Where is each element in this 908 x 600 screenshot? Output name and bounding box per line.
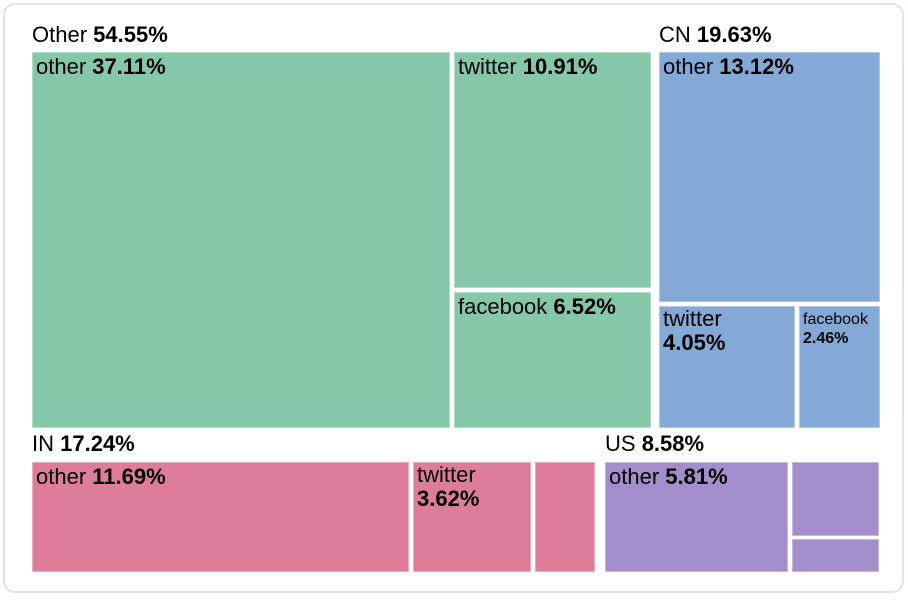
group-header-cn: CN 19.63% xyxy=(659,24,772,46)
group-header-us: US 8.58% xyxy=(605,433,704,455)
cell-pct: 3.62% xyxy=(417,486,480,511)
cell-label: other xyxy=(663,54,714,79)
group-name: Other xyxy=(32,22,88,47)
treemap-cell-cn-twitter[interactable]: twitter 4.05% xyxy=(659,306,795,428)
treemap-cell-other-other[interactable]: other 37.11% xyxy=(32,52,450,428)
cell-label: other xyxy=(609,464,660,489)
treemap-cell-us-other[interactable]: other 5.81% xyxy=(605,462,788,572)
treemap-cell-in-twitter[interactable]: twitter 3.62% xyxy=(413,462,531,572)
group-name: IN xyxy=(32,431,54,456)
cell-pct: 5.81% xyxy=(665,464,728,489)
treemap-cell-cn-facebook[interactable]: facebook 2.46% xyxy=(799,306,880,428)
group-pct: 19.63% xyxy=(696,22,772,47)
cell-pct: 2.46% xyxy=(803,330,849,347)
cell-pct: 37.11% xyxy=(92,54,166,79)
treemap-cell-us-unlabeled-2[interactable] xyxy=(792,462,879,536)
cell-label: facebook xyxy=(803,311,868,328)
cell-label: facebook xyxy=(458,294,548,319)
group-header-in: IN 17.24% xyxy=(32,433,135,455)
group-pct: 8.58% xyxy=(641,431,705,456)
cell-pct: 4.05% xyxy=(663,330,726,355)
cell-pct: 10.91% xyxy=(522,54,598,79)
cell-label: other xyxy=(36,54,87,79)
group-pct: 17.24% xyxy=(60,431,135,456)
group-header-other: Other 54.55% xyxy=(32,24,168,46)
treemap-cell-in-other[interactable]: other 11.69% xyxy=(32,462,409,572)
cell-pct: 11.69% xyxy=(92,464,166,489)
treemap-cell-in-unlabeled-3[interactable] xyxy=(535,462,595,572)
cell-pct: 6.52% xyxy=(553,294,616,319)
cell-label: twitter xyxy=(458,54,517,79)
cell-pct: 13.12% xyxy=(719,54,794,79)
group-name: US xyxy=(605,431,636,456)
treemap-cell-other-facebook[interactable]: facebook 6.52% xyxy=(454,292,651,428)
treemap-cell-other-twitter[interactable]: twitter 10.91% xyxy=(454,52,651,288)
group-pct: 54.55% xyxy=(93,22,168,47)
cell-label: twitter xyxy=(663,306,722,331)
treemap-cell-us-unlabeled-3[interactable] xyxy=(792,539,879,572)
cell-label: twitter xyxy=(417,462,476,487)
group-name: CN xyxy=(659,22,691,47)
cell-label: other xyxy=(36,464,87,489)
treemap-cell-cn-other[interactable]: other 13.12% xyxy=(659,52,880,302)
